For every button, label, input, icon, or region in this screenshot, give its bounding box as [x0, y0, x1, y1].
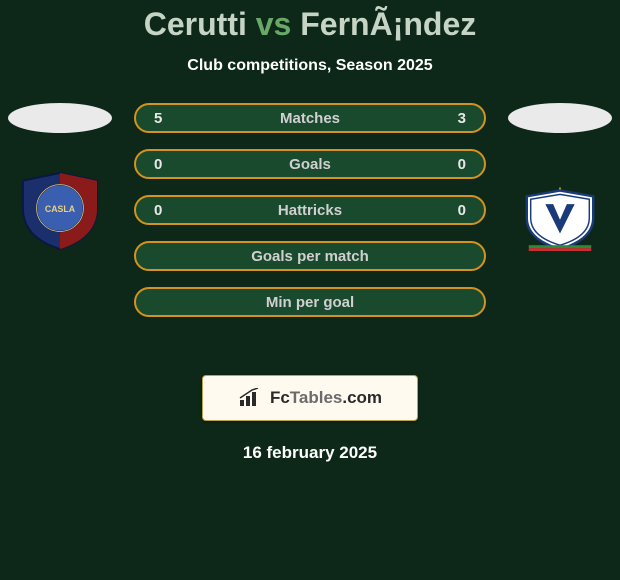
player-right-photo-placeholder — [508, 103, 612, 133]
page-title: Cerutti vs FernÃ¡ndez — [0, 6, 620, 43]
stat-row-hattricks: 0 Hattricks 0 — [134, 195, 486, 225]
stat-label: Hattricks — [278, 202, 342, 219]
stat-label: Goals per match — [251, 248, 369, 265]
stat-left-value: 0 — [154, 156, 184, 173]
date-text: 16 february 2025 — [0, 443, 620, 463]
stat-label: Goals — [289, 156, 331, 173]
title-player1: Cerutti — [144, 6, 247, 42]
stat-row-goals: 0 Goals 0 — [134, 149, 486, 179]
subtitle: Club competitions, Season 2025 — [0, 57, 620, 75]
title-player2: FernÃ¡ndez — [300, 6, 476, 42]
brand-main: Tables — [290, 388, 343, 407]
stat-right-value: 3 — [436, 110, 466, 127]
chart-icon — [238, 388, 264, 408]
comparison-body: CASLA 5 Matches 3 0 Goals — [0, 103, 620, 363]
stat-label: Matches — [280, 110, 340, 127]
stat-right-value: 0 — [436, 156, 466, 173]
title-vs: vs — [256, 6, 292, 42]
stat-label: Min per goal — [266, 294, 354, 311]
comparison-card: Cerutti vs FernÃ¡ndez Club competitions,… — [0, 0, 620, 463]
branding-card: FcTables.com — [202, 375, 418, 421]
stat-right-value: 0 — [436, 202, 466, 219]
player-left-photo-placeholder — [8, 103, 112, 133]
stat-left-value: 5 — [154, 110, 184, 127]
stats-column: 5 Matches 3 0 Goals 0 0 Hattricks 0 Goal… — [134, 103, 486, 317]
club-badge-right — [511, 169, 609, 253]
brand-text: FcTables.com — [270, 388, 382, 408]
brand-prefix: Fc — [270, 388, 290, 407]
player-right-column — [500, 103, 620, 253]
player-left-column: CASLA — [0, 103, 120, 253]
stat-row-goals-per-match: Goals per match — [134, 241, 486, 271]
stat-row-min-per-goal: Min per goal — [134, 287, 486, 317]
svg-text:CASLA: CASLA — [45, 204, 76, 214]
stat-row-matches: 5 Matches 3 — [134, 103, 486, 133]
club-badge-left: CASLA — [11, 169, 109, 253]
brand-suffix: .com — [342, 388, 382, 407]
stat-left-value: 0 — [154, 202, 184, 219]
